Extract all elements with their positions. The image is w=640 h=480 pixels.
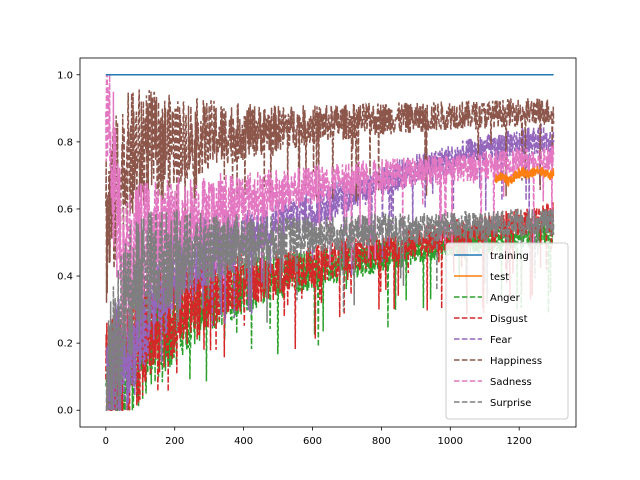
legend-label: Sadness [490, 377, 532, 388]
legend: training test Anger Disgust Fear Happiness Sad… [445, 242, 569, 420]
legend-label: Fear [490, 335, 512, 346]
series-line [105, 208, 555, 411]
legend-label: Disgust [490, 314, 528, 325]
legend-item-test: test [454, 272, 509, 283]
x-tick-label: 1200 [506, 436, 531, 447]
x-axis: 0 200 400 600 800 1000 1200 [103, 427, 532, 447]
series-line [494, 165, 555, 187]
x-tick-label: 400 [234, 436, 253, 447]
x-tick-label: 800 [372, 436, 391, 447]
y-tick-label: 0.6 [57, 204, 73, 215]
legend-label: test [490, 272, 509, 283]
legend-label: training [490, 251, 529, 262]
y-tick-label: 0.4 [57, 272, 73, 283]
y-tick-label: 1.0 [57, 70, 73, 81]
legend-item-disgust: Disgust [454, 314, 528, 325]
legend-item-surprise: Surprise [454, 398, 531, 409]
axes-frame [79, 57, 577, 428]
legend-item-sadness: Sadness [454, 377, 532, 388]
y-tick-label: 0.8 [57, 137, 73, 148]
legend-label: Anger [490, 293, 521, 304]
series-surprise [105, 208, 555, 411]
x-tick-label: 600 [303, 436, 322, 447]
x-tick-label: 1000 [438, 436, 463, 447]
legend-item-happiness: Happiness [454, 356, 542, 367]
legend-item-training: training [454, 251, 529, 262]
series-test [494, 165, 555, 187]
legend-item-anger: Anger [454, 293, 521, 304]
series-happiness [105, 89, 555, 303]
legend-label: Surprise [490, 398, 531, 409]
y-tick-label: 0.2 [57, 339, 73, 350]
legend-item-fear: Fear [454, 335, 512, 346]
legend-box [445, 242, 569, 420]
x-tick-label: 200 [165, 436, 184, 447]
x-tick-label: 0 [103, 436, 109, 447]
y-tick-label: 0.0 [57, 406, 73, 417]
y-axis: 0.0 0.2 0.4 0.6 0.8 1.0 [57, 70, 80, 417]
series-line [105, 89, 555, 303]
legend-label: Happiness [490, 356, 542, 367]
